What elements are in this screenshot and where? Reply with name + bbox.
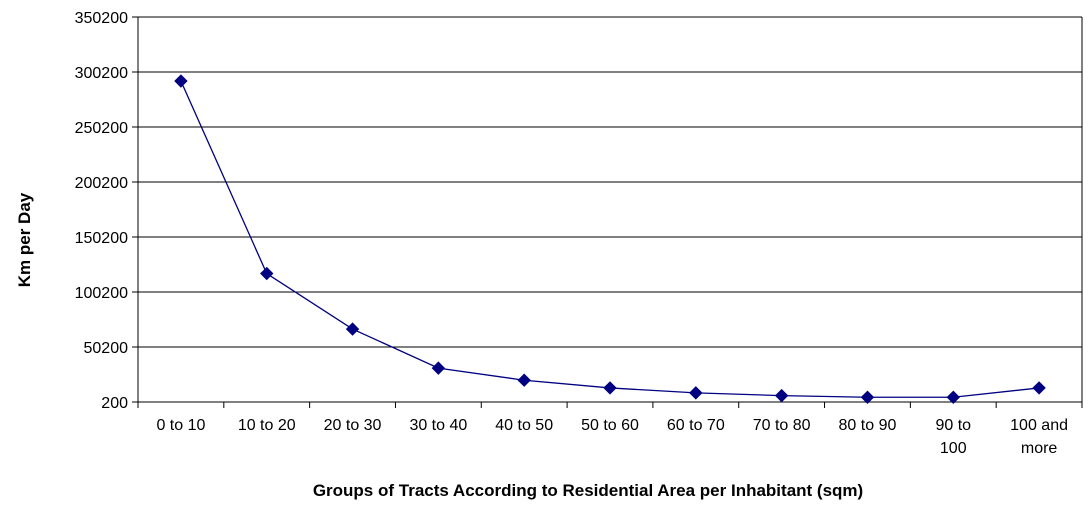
x-tick-label: 50 to 60 [581, 417, 639, 434]
x-tick-label: 60 to 70 [667, 417, 725, 434]
x-tick-labels: 0 to 10 10 to 20 20 to 30 30 to 40 40 to 50 5… [156, 417, 1068, 457]
data-point-4 [431, 361, 446, 375]
y-tick-labels: 200 50200 100200 150200 200200 250200 300200 35… [75, 10, 128, 412]
data-point-9 [860, 390, 875, 404]
data-point-1 [174, 74, 188, 88]
x-tick-label: 70 to 80 [753, 417, 811, 434]
x-axis-title: Groups of Tracts According to Residentia… [313, 481, 863, 500]
data-point-7 [689, 386, 703, 400]
y-tick-label: 50200 [84, 340, 129, 357]
x-tick-label: 40 to 50 [495, 417, 553, 434]
y-tick-label: 150200 [75, 230, 128, 247]
x-tick-label: 90 to 100 [935, 417, 971, 457]
gridlines [138, 16, 1082, 348]
y-tick-label: 200200 [75, 175, 128, 192]
x-tick-label: 0 to 10 [156, 417, 205, 434]
data-point-2 [260, 266, 274, 281]
x-tick-label: 10 to 20 [238, 417, 296, 434]
y-tick-label: 250200 [75, 120, 128, 137]
x-tick-label: 100 and more [1010, 417, 1068, 457]
x-tick-label: 80 to 90 [839, 417, 897, 434]
data-point-5 [517, 373, 531, 387]
data-point-8 [774, 388, 789, 403]
axes [132, 16, 1083, 408]
data-point-11 [1032, 381, 1046, 395]
data-point-3 [345, 322, 360, 336]
y-tick-label: 350200 [75, 10, 128, 27]
x-tick-label: 30 to 40 [409, 417, 467, 434]
y-tick-label: 100200 [75, 285, 128, 302]
series-line [180, 80, 1040, 398]
y-axis-title: Km per Day [15, 192, 34, 287]
data-point-10 [946, 390, 960, 404]
y-tick-label: 300200 [75, 65, 128, 82]
y-tick-label: 200 [101, 395, 128, 412]
series [174, 74, 1046, 404]
data-point-6 [603, 381, 617, 395]
x-tick-label: 20 to 30 [324, 417, 382, 434]
